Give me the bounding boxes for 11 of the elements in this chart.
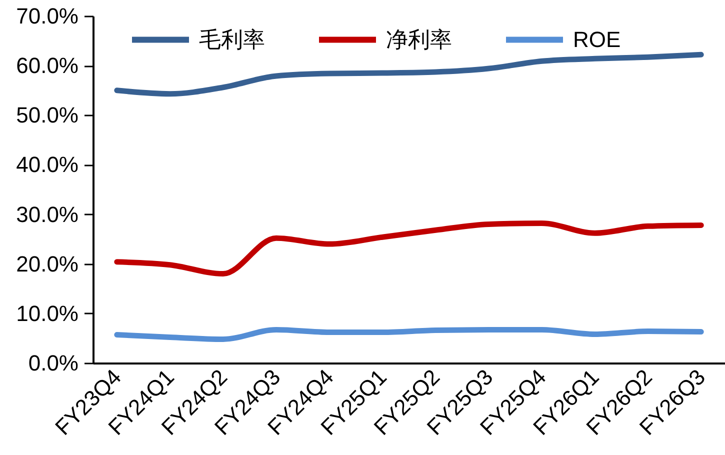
y-tick-label: 40.0% — [16, 152, 78, 178]
y-tick-label: 70.0% — [16, 4, 78, 28]
legend-label: 毛利率 — [199, 26, 265, 52]
y-tick-label: 0.0% — [28, 350, 78, 376]
y-tick-label: 50.0% — [16, 102, 78, 128]
y-tick-label: 20.0% — [16, 251, 78, 276]
legend-label: 净利率 — [386, 26, 452, 52]
y-tick-label: 10.0% — [16, 300, 78, 326]
y-tick-label: 30.0% — [16, 202, 78, 227]
legend-label: ROE — [573, 26, 621, 52]
y-tick-label: 60.0% — [16, 53, 78, 78]
